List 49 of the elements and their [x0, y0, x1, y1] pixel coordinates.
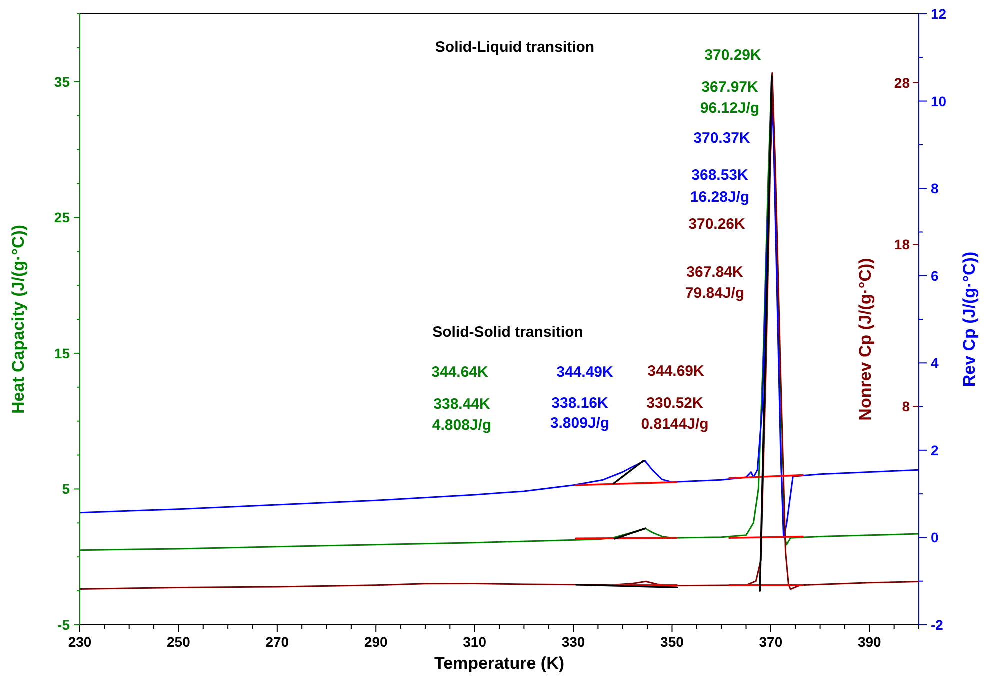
y-tick-label: 35 [54, 74, 70, 90]
x-axis-title: Temperature (K) [434, 654, 565, 673]
annotation: 79.84J/g [685, 285, 745, 302]
annotation: 344.64K [432, 364, 489, 381]
x-tick-label: 390 [858, 634, 882, 650]
annotation: 344.49K [556, 364, 614, 381]
annotation: 367.84K [686, 264, 744, 281]
y2-tick-label: 0 [931, 530, 939, 546]
x-tick-label: 250 [167, 634, 191, 650]
y2-tick-label: 12 [931, 6, 947, 22]
annotation: 370.37K [694, 130, 751, 147]
annotation: 344.69K [648, 363, 705, 380]
x-tick-label: 350 [660, 634, 684, 650]
y3-tick-label: 28 [894, 74, 910, 91]
annotation: 370.29K [704, 47, 762, 64]
annotation: 368.53K [692, 167, 749, 184]
y-tick-label: 25 [54, 210, 70, 226]
annotation: Solid-Liquid transition [435, 39, 595, 56]
annotation: 16.28J/g [690, 189, 750, 206]
y-axis-title: Heat Capacity (J/(g·°C)) [9, 224, 28, 414]
annotation: 367.97K [702, 79, 759, 96]
y3-tick-label: 18 [894, 236, 910, 253]
x-tick-label: 230 [68, 634, 92, 650]
annotation: 3.809J/g [550, 415, 610, 432]
x-tick-label: 310 [463, 634, 487, 650]
x-tick-label: 330 [562, 634, 586, 650]
annotation: 4.808J/g [432, 417, 492, 434]
y2-tick-label: 8 [931, 180, 939, 197]
annotation: 338.16K [552, 395, 609, 412]
y-tick-label: 15 [54, 345, 70, 362]
annotation: 338.44K [434, 396, 491, 413]
y2-tick-label: 6 [931, 268, 939, 284]
y-tick-label: -5 [58, 617, 70, 633]
y3-tick-label: 8 [902, 398, 910, 414]
annotation: 0.8144J/g [641, 416, 709, 433]
y2-tick-label: -2 [931, 617, 944, 633]
y2-tick-label: 2 [931, 442, 939, 458]
annotation: 370.26K [688, 216, 746, 233]
x-tick-label: 270 [266, 634, 290, 650]
y-tick-label: 5 [62, 481, 70, 498]
annotation: 96.12J/g [700, 100, 760, 117]
y2-tick-label: 10 [931, 93, 947, 110]
x-tick-label: 290 [364, 634, 388, 650]
annotation: 330.52K [646, 395, 704, 412]
annotation: Solid-Solid transition [432, 324, 584, 341]
y2-tick-label: 4 [931, 355, 939, 372]
y3-axis-title: Nonrev Cp (J/(g·°C)) [856, 258, 875, 421]
x-tick-label: 370 [759, 634, 783, 650]
y2-axis-title: Rev Cp (J/(g·°C)) [960, 252, 979, 388]
